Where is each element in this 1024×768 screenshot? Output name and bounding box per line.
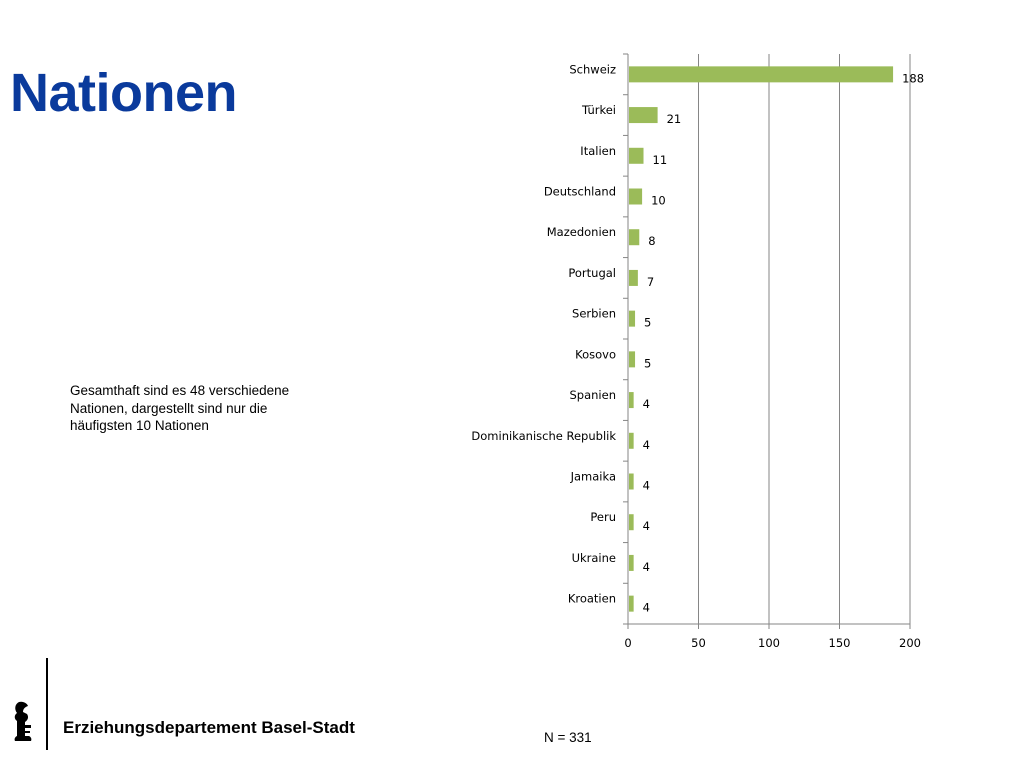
category-label: Kosovo	[575, 347, 616, 361]
bar-dominikanische-republik	[629, 432, 634, 449]
category-label: Schweiz	[569, 62, 616, 76]
data-label: 188	[902, 71, 924, 85]
data-label: 11	[653, 153, 668, 167]
category-label: Jamaika	[570, 470, 616, 484]
category-label: Portugal	[568, 266, 616, 280]
data-label: 10	[651, 194, 666, 208]
note-text: Gesamthaft sind es 48 verschiedene Natio…	[70, 383, 290, 433]
data-label: 8	[648, 234, 655, 248]
category-label: Kroatien	[568, 592, 616, 606]
bar-deutschland	[629, 188, 643, 205]
bar-peru	[629, 514, 634, 531]
bar-schweiz	[629, 66, 894, 83]
data-label: 5	[644, 356, 651, 370]
bar-mazedonien	[629, 229, 640, 246]
data-label: 21	[667, 112, 682, 126]
category-label: Spanien	[570, 388, 617, 402]
data-label: 4	[643, 560, 650, 574]
footer-divider	[46, 658, 48, 750]
bar-spanien	[629, 392, 634, 409]
bar-ukraine	[629, 554, 634, 571]
x-tick-label-100: 100	[758, 636, 780, 650]
bar-serbien	[629, 310, 636, 327]
x-tick-label-0: 0	[624, 636, 631, 650]
category-label: Ukraine	[572, 551, 616, 565]
category-label: Mazedonien	[547, 225, 616, 239]
data-label: 4	[643, 438, 650, 452]
x-tick-label-50: 50	[691, 636, 706, 650]
bar-kroatien	[629, 595, 634, 612]
slide-title: Nationen	[10, 63, 238, 123]
bar-italien	[629, 147, 644, 164]
category-label: Serbien	[572, 307, 616, 321]
bar-jamaika	[629, 473, 634, 490]
data-label: 4	[643, 601, 650, 615]
data-label: 7	[647, 275, 654, 289]
category-label: Peru	[590, 510, 616, 524]
bar-kosovo	[629, 351, 636, 368]
category-label: Italien	[580, 144, 616, 158]
bar-türkei	[629, 107, 658, 124]
sample-size-label: N = 331	[544, 730, 592, 745]
data-label: 4	[643, 519, 650, 533]
category-label: Dominikanische Republik	[471, 429, 616, 443]
data-label: 4	[643, 397, 650, 411]
x-tick-label-200: 200	[899, 636, 921, 650]
data-label: 4	[643, 479, 650, 493]
category-label: Deutschland	[544, 185, 616, 199]
bar-portugal	[629, 269, 638, 286]
data-label: 5	[644, 316, 651, 330]
baselstab-logo-icon	[14, 701, 32, 741]
footer-department: Erziehungsdepartement Basel-Stadt	[63, 718, 355, 737]
x-tick-label-150: 150	[829, 636, 851, 650]
category-label: Türkei	[581, 103, 616, 117]
